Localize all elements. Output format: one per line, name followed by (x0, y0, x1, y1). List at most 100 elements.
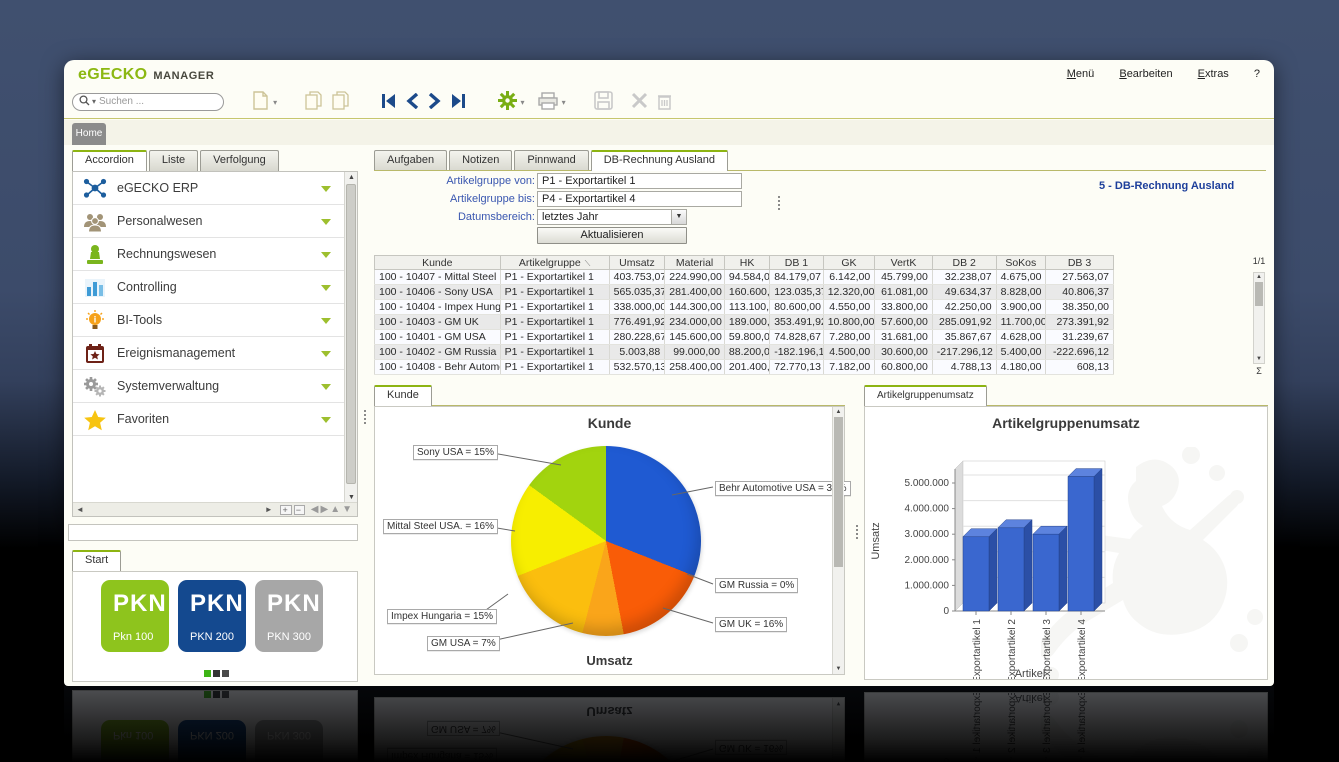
sidebar-item-ereignismanagement[interactable]: Ereignismanagement (73, 337, 357, 370)
table-row[interactable]: 100 - 10401 - GM USA P1 - Exportartikel 1… (374, 329, 1114, 345)
column-header-gk[interactable]: GK (822, 255, 876, 270)
search-caret-icon[interactable]: ▾ (92, 97, 97, 106)
sidebar-item-personalwesen[interactable]: Personalwesen (73, 205, 357, 238)
tab-db-rechnung-ausland[interactable]: DB-Rechnung Ausland (590, 150, 729, 171)
table-row[interactable]: 100 - 10408 - Behr Automotiv...P1 - Expo… (374, 359, 1114, 375)
artikelgruppe-von-field[interactable]: P1 - Exportartikel 1 (537, 173, 742, 189)
pager-dot[interactable] (222, 670, 229, 677)
next-record-button[interactable] (428, 92, 441, 112)
column-header-kunde[interactable]: Kunde (374, 255, 501, 270)
tab-notizen[interactable]: Notizen (449, 150, 513, 171)
pager-dot-active[interactable] (204, 670, 211, 677)
tile-pkn-200[interactable]: PKN PKN 200 (178, 580, 246, 652)
chevron-down-icon[interactable] (321, 186, 331, 192)
scroll-up-icon[interactable]: ▲ (835, 409, 842, 415)
table-row[interactable]: 100 - 10406 - Sony USA P1 - Exportartikel… (374, 284, 1114, 300)
delete-button[interactable] (631, 92, 648, 112)
scrollbar-thumb[interactable] (1255, 282, 1263, 306)
scroll-up-icon[interactable]: ▲ (1256, 274, 1262, 280)
menu-bearbeiten[interactable]: Bearbeiten (1119, 68, 1173, 80)
tab-artikelgruppenumsatz-chart[interactable]: Artikelgruppenumsatz (864, 385, 987, 406)
tab-aufgaben[interactable]: Aufgaben (374, 150, 448, 171)
chevron-down-icon[interactable] (321, 384, 331, 390)
save-button[interactable] (593, 91, 613, 113)
sidebar-item-egecko-erp[interactable]: eGECKO ERP (73, 172, 357, 205)
scrollbar-thumb[interactable] (346, 184, 356, 484)
move-right-icon[interactable]: ▶ (320, 504, 331, 515)
tile-pager-dots[interactable] (204, 668, 231, 680)
chevron-down-icon[interactable] (321, 351, 331, 357)
tab-home[interactable]: Home (72, 123, 106, 145)
tab-liste[interactable]: Liste (148, 150, 199, 171)
previous-record-button[interactable] (406, 92, 419, 112)
column-header-artikelgruppe[interactable]: Artikelgruppe ⟍ (499, 255, 610, 270)
first-record-button[interactable] (381, 93, 397, 112)
hscroll-right-icon[interactable]: ► (264, 505, 275, 514)
copy-button[interactable] (305, 91, 323, 113)
menu-menue[interactable]: Menü (1066, 68, 1095, 80)
print-caret-icon[interactable]: ▾ (561, 97, 566, 107)
move-up-icon[interactable]: ▲ (330, 504, 343, 515)
tile-pkn-100[interactable]: PKN Pkn 100 (101, 580, 169, 652)
select-caret-icon[interactable]: ▼ (671, 210, 686, 224)
column-header-umsatz[interactable]: Umsatz (608, 255, 666, 270)
scroll-down-icon[interactable]: ▼ (835, 666, 842, 672)
form-drag-handle[interactable] (777, 196, 781, 212)
chevron-down-icon[interactable] (321, 252, 331, 258)
chevron-down-icon[interactable] (321, 285, 331, 291)
new-document-button[interactable] (252, 91, 269, 113)
column-header-db-2[interactable]: DB 2 (931, 255, 997, 270)
move-down-icon[interactable]: ▼ (342, 504, 354, 515)
sidebar-item-bi-tools[interactable]: i BI-Tools (73, 304, 357, 337)
table-row[interactable]: 100 - 10404 - Impex HungariaP1 - Exporta… (374, 299, 1114, 315)
scroll-down-icon[interactable]: ▼ (1256, 356, 1262, 362)
panel-splitter-handle[interactable] (363, 410, 367, 426)
table-scrollbar[interactable]: ▲ ▼ (1253, 272, 1265, 364)
column-header-db-3[interactable]: DB 3 (1045, 255, 1114, 270)
column-header-sokos[interactable]: SoKos (995, 255, 1047, 270)
collapse-icon[interactable]: − (293, 505, 305, 515)
expand-icon[interactable]: + (280, 505, 292, 515)
artikelgruppe-bis-field[interactable]: P4 - Exportartikel 4 (537, 191, 742, 207)
last-record-button[interactable] (450, 93, 466, 112)
aktualisieren-button[interactable]: Aktualisieren (537, 227, 687, 244)
datumsbereich-select[interactable]: letztes Jahr ▼ (537, 209, 687, 225)
table-row[interactable]: 100 - 10407 - Mittal Steel USA.P1 - Expo… (374, 269, 1114, 285)
pager-dot[interactable] (213, 670, 220, 677)
column-header-db-1[interactable]: DB 1 (769, 255, 824, 270)
sidebar-item-controlling[interactable]: Controlling (73, 271, 357, 304)
menu-extras[interactable]: Extras (1197, 68, 1229, 80)
menu-help[interactable]: ? (1253, 68, 1260, 80)
sidebar-item-systemverwaltung[interactable]: Systemverwaltung (73, 370, 357, 403)
search-input[interactable]: ▾ Suchen ... (72, 93, 224, 111)
chart-splitter-handle[interactable] (855, 525, 859, 541)
sidebar-item-rechnungswesen[interactable]: Rechnungswesen (73, 238, 357, 271)
trash-button[interactable] (657, 92, 672, 113)
tab-kunde-chart[interactable]: Kunde (374, 385, 432, 406)
chevron-down-icon[interactable] (321, 417, 331, 423)
tab-pinnwand[interactable]: Pinnwand (514, 150, 589, 171)
scroll-up-icon[interactable]: ▲ (348, 174, 355, 181)
scroll-down-icon[interactable]: ▼ (348, 494, 355, 501)
column-header-material[interactable]: Material (664, 255, 725, 270)
quick-entry-field[interactable] (68, 524, 358, 541)
chevron-down-icon[interactable] (321, 318, 331, 324)
sidebar-item-favoriten[interactable]: Favoriten (73, 403, 357, 436)
paste-button[interactable] (332, 91, 350, 113)
tab-start[interactable]: Start (72, 550, 122, 571)
table-row[interactable]: 100 - 10402 - GM Russia P1 - Exportartike… (374, 344, 1114, 360)
pie-panel-scrollbar[interactable]: ▲ ▼ (832, 407, 844, 674)
sum-sigma-button[interactable]: Σ (1256, 366, 1262, 376)
column-header-vertk[interactable]: VertK (874, 255, 933, 270)
column-header-hk[interactable]: HK (723, 255, 771, 270)
new-document-caret-icon[interactable]: ▾ (273, 97, 278, 107)
tab-accordion[interactable]: Accordion (72, 150, 147, 171)
print-button[interactable] (537, 91, 558, 113)
hscroll-left-icon[interactable]: ◄ (76, 505, 84, 514)
accordion-scrollbar[interactable]: ▲ ▼ (344, 172, 357, 503)
scrollbar-thumb[interactable] (834, 417, 843, 567)
tab-verfolgung[interactable]: Verfolgung (200, 150, 279, 171)
move-left-icon[interactable]: ◀ (310, 504, 321, 515)
chevron-down-icon[interactable] (321, 219, 331, 225)
